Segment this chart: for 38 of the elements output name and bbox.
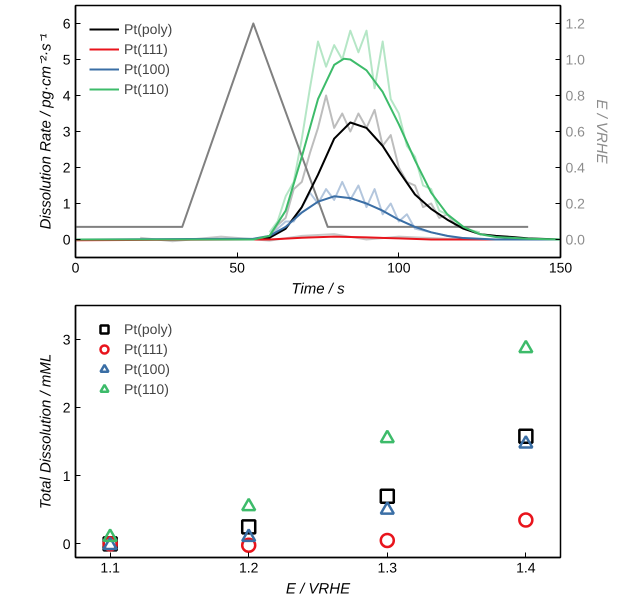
y-tick-label: 5 — [62, 52, 71, 68]
legend-label: Pt(poly) — [124, 321, 172, 337]
x-axis-title: E / VRHE — [286, 580, 352, 598]
y-tick-label: 3 — [62, 332, 71, 348]
y-tick-label: 2 — [62, 160, 71, 176]
y-tick-label: 2 — [62, 400, 71, 416]
y-tick-label: 6 — [62, 16, 71, 32]
y2-tick-label: 1.0 — [566, 52, 586, 68]
legend-label: Pt(100) — [124, 361, 170, 377]
y-tick-label: 1 — [62, 196, 71, 212]
y-tick-label: 1 — [62, 468, 71, 484]
x-tick-label: 1.1 — [100, 560, 120, 576]
y-tick-label: 4 — [62, 88, 71, 104]
y-axis-title: Total Dissolution / mML — [38, 354, 55, 510]
legend-label: Pt(100) — [124, 61, 170, 77]
y2-tick-label: 0.0 — [566, 232, 586, 248]
y2-axis-title: E / VRHE — [592, 99, 610, 165]
y-tick-label: 0 — [62, 232, 71, 248]
y2-tick-label: 0.6 — [566, 124, 586, 140]
legend-label: Pt(poly) — [124, 21, 172, 37]
legend-label: Pt(111) — [124, 41, 168, 57]
x-tick-label: 100 — [387, 260, 411, 276]
y-tick-label: 3 — [62, 124, 71, 140]
legend-label: Pt(110) — [124, 81, 169, 97]
y-tick-label: 0 — [62, 536, 71, 552]
y2-tick-label: 0.8 — [566, 88, 586, 104]
y-axis-title: Dissolution Rate / pg·cm⁻²·s⁻¹ — [38, 34, 55, 230]
y2-tick-label: 0.4 — [566, 160, 586, 176]
x-tick-label: 150 — [548, 260, 572, 276]
x-tick-label: 1.3 — [378, 560, 398, 576]
x-axis-title: Time / s — [291, 280, 346, 298]
y2-tick-label: 0.2 — [566, 196, 586, 212]
legend-label: Pt(111) — [124, 341, 168, 357]
y2-tick-label: 1.2 — [566, 16, 586, 32]
legend-label: Pt(110) — [124, 381, 169, 397]
x-tick-label: 50 — [229, 260, 246, 276]
x-tick-label: 1.2 — [238, 560, 259, 576]
x-tick-label: 1.4 — [516, 560, 536, 576]
